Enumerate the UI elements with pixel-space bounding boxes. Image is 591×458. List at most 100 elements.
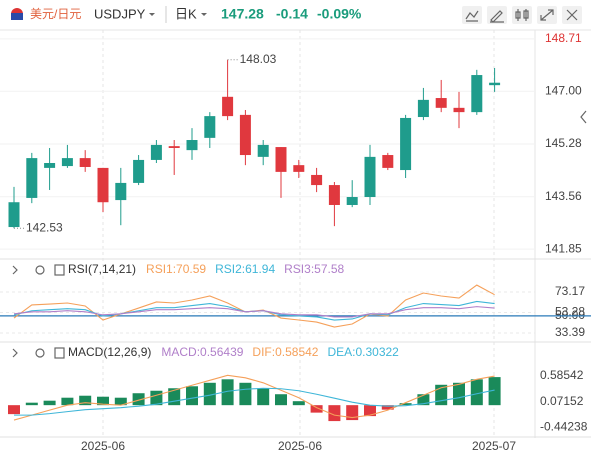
close-icon [566,9,578,21]
candle-body [293,165,305,172]
candle-body [489,82,501,86]
candle-body [453,107,465,113]
candle-body [275,147,287,172]
y-tick-label: 53.28 [555,305,585,319]
y-tick-label: 148.71 [545,31,582,45]
collapse-arrow[interactable] [580,110,587,124]
y-tick-label: 143.56 [545,189,582,203]
annotation: 148.03 [240,52,277,66]
macd-bar [43,400,56,406]
macd-bar [292,401,305,406]
code[interactable]: USDJPY [94,6,146,21]
macd-bar [364,405,376,417]
checkbox[interactable] [54,347,65,359]
candle-body [150,144,162,160]
candle-body [44,163,56,168]
dropdown-arrow[interactable] [149,13,155,16]
indicator-title: MACD(12,26,9) [68,345,151,359]
candle-body [97,167,109,203]
candle-body [115,182,127,201]
macd-bar [453,382,465,406]
annotation: 142.53 [26,220,63,234]
candle-body [400,117,412,171]
checkbox[interactable] [54,264,65,276]
candle-body [435,98,447,108]
candle-body [346,197,358,205]
candle-body [79,158,91,167]
macd-bar [417,394,430,406]
settings-icon[interactable] [35,348,45,358]
macd-bar [381,405,394,410]
macd-bar [97,396,109,406]
legend-label: MACD:0.56439 [161,345,243,359]
macd-bar [114,397,127,406]
x-tick-label: 2025-06 [278,439,322,453]
change-pct: -0.09% [317,6,362,22]
expand-icon [540,9,554,21]
macd-bar [203,382,216,406]
candle-body [186,140,198,151]
candle-body [26,158,38,198]
candle-body [61,158,73,167]
macd-bar [186,386,198,406]
candle-body [239,114,251,156]
series-line [14,387,495,416]
macd-bar [8,405,20,415]
candle-body [168,146,180,148]
settings-icon[interactable] [35,265,45,275]
candle-body [311,174,323,186]
legend-label: DEA:0.30322 [327,345,399,359]
candle-body [328,185,340,205]
draw-button[interactable] [487,6,507,24]
x-tick-label: 2025-07 [472,439,516,453]
symbol[interactable]: 美元/日元 [30,7,81,21]
y-tick-label: 141.85 [545,241,582,255]
indicator-icon [465,10,479,22]
y-tick-label: 145.28 [545,136,582,150]
legend-label: DIF:0.58542 [252,345,318,359]
macd-bar [470,379,483,406]
change: -0.14 [276,6,308,22]
series-line [13,306,495,318]
macd-bar [257,388,270,406]
candle-body [364,156,376,198]
y-tick-label: 50.00 [555,308,585,322]
macd-bar [488,377,501,406]
candle-body [417,99,429,118]
price: 147.28 [221,6,264,22]
x-tick-label: 2025-06 [81,439,125,453]
macd-bar [328,405,341,422]
y-tick-label: 147.00 [545,83,582,97]
macd-bar [25,402,38,406]
candle-body [133,159,145,183]
candle-body [471,75,483,113]
legend-label: RSI3:57.58 [284,262,344,276]
candle-body [222,96,234,117]
series-line [13,374,495,421]
macd-bar [61,397,74,406]
y-tick-label: 0.07152 [540,394,584,408]
y-tick-label: 73.17 [555,284,585,298]
period[interactable]: 日K [175,6,197,21]
toolbar [462,6,582,24]
dropdown-arrow[interactable] [201,13,207,16]
macd-bar [221,379,234,406]
compare-icon [515,9,529,21]
candle-body [204,116,216,138]
macd-bar [399,403,412,406]
collapse-icon[interactable] [7,265,18,275]
compare-button[interactable] [512,6,532,24]
macd-bar [275,394,287,406]
y-tick-label: -0.44238 [540,419,588,433]
macd-bar [132,393,145,406]
candle-body [382,155,394,168]
macd-bar [310,405,323,413]
flag-icon-part [11,13,23,20]
collapse-icon[interactable] [12,348,18,358]
candle-body [257,144,269,157]
legend-label: RSI2:61.94 [215,262,275,276]
indicator-title: RSI(7,14,21) [68,262,136,276]
